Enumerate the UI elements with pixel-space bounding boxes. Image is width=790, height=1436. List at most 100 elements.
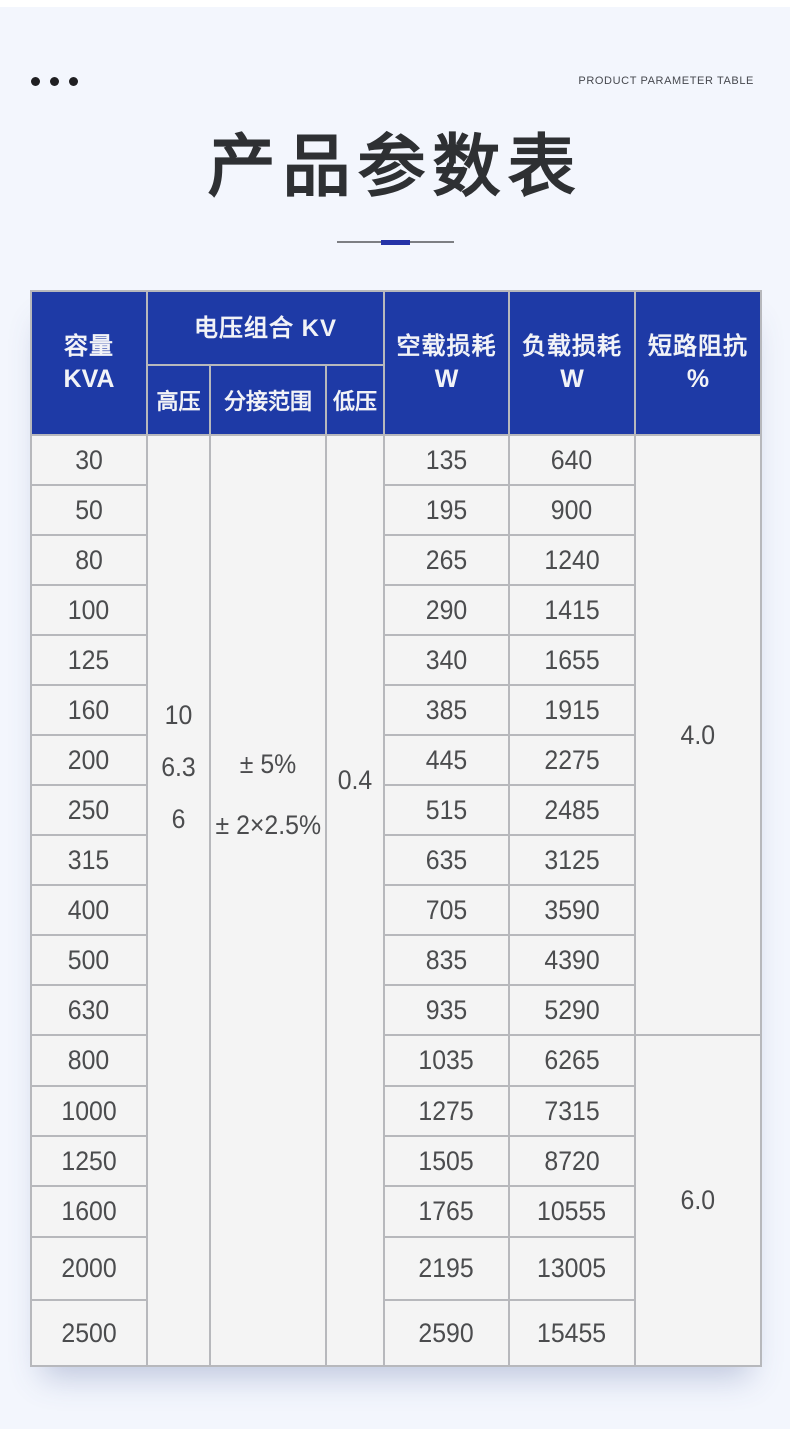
no-load-loss-cell: 2195 [385,1238,508,1299]
tap-range-merged-cell: ± 5% ± 2×2.5% [211,436,325,1365]
divider-accent [381,240,410,245]
cell-value: 635 [425,844,468,875]
cell-value: 705 [425,894,468,925]
capacity-cell: 200 [32,736,146,784]
cell-value: 2485 [544,794,600,825]
no-load-loss-cell: 1505 [385,1137,508,1185]
cell-value: 80 [75,544,103,575]
cell-value: 515 [425,794,468,825]
impedance-lower-value: 6.0 [680,1185,716,1215]
high-voltage-values: 10 6.3 6 [148,689,209,845]
no-load-loss-cell: 2590 [385,1301,508,1365]
load-loss-cell: 2485 [510,786,634,834]
cell-value: 3590 [544,894,600,925]
load-loss-cell: 640 [510,436,634,484]
capacity-cell: 50 [32,486,146,534]
page-background: PRODUCT PARAMETER TABLE 产品参数表 容量 KVA 电压组… [0,7,790,1429]
cell-value: 640 [551,444,593,475]
header-load-loss: 负载损耗 W [510,292,634,434]
cell-value: 1000 [61,1095,117,1126]
high-voltage-value: 10 [164,700,193,730]
capacity-cell: 1600 [32,1187,146,1236]
load-loss-cell: 6265 [510,1036,634,1085]
capacity-cell: 100 [32,586,146,634]
no-load-loss-cell: 445 [385,736,508,784]
cell-value: 2500 [61,1317,117,1348]
header-capacity: 容量 KVA [32,292,146,434]
capacity-cell: 30 [32,436,146,484]
capacity-cell: 80 [32,536,146,584]
cell-value: 125 [68,644,110,675]
no-load-loss-cell: 265 [385,536,508,584]
cell-value: 265 [425,544,468,575]
product-parameter-table: 容量 KVA 电压组合 KV 高压 分接范围 低压 空载损耗 W 负载损耗 W … [30,290,762,1367]
load-loss-cell: 2275 [510,736,634,784]
high-voltage-merged-cell: 10 6.3 6 [148,436,209,1365]
load-loss-cell: 5290 [510,986,634,1034]
no-load-loss-cell: 340 [385,636,508,684]
cell-value: 160 [68,694,110,725]
load-loss-cell: 7315 [510,1087,634,1135]
no-load-loss-cell: 935 [385,986,508,1034]
dot-icon [31,76,40,86]
cell-value: 900 [551,494,593,525]
high-voltage-value: 6.3 [161,752,196,782]
load-loss-cell: 10555 [510,1187,634,1236]
load-loss-cell: 13005 [510,1238,634,1299]
cell-value: 630 [68,994,110,1025]
top-bar: PRODUCT PARAMETER TABLE [31,75,754,87]
no-load-loss-cell: 705 [385,886,508,934]
cell-value: 1505 [418,1145,475,1176]
cell-value: 315 [68,844,110,875]
header-no-load-loss: 空载损耗 W [385,292,508,434]
cell-value: 5290 [544,994,600,1025]
header-load-loss-unit: W [560,365,584,393]
low-voltage-value: 0.4 [337,765,373,795]
cell-value: 100 [68,594,110,625]
cell-value: 1275 [418,1095,475,1126]
cell-value: 4390 [544,944,600,975]
tap-range-value: ± 5% [239,749,297,779]
cell-value: 400 [68,894,110,925]
cell-value: 1240 [544,544,600,575]
cell-value: 1765 [418,1196,475,1226]
no-load-loss-cell: 1035 [385,1036,508,1085]
cell-value: 1035 [418,1045,475,1075]
cell-value: 135 [425,444,468,475]
cell-value: 2195 [418,1253,475,1283]
capacity-cell: 2500 [32,1301,146,1365]
load-loss-cell: 3125 [510,836,634,884]
capacity-cell: 630 [32,986,146,1034]
load-loss-cell: 1415 [510,586,634,634]
header-capacity-unit: KVA [63,365,115,393]
cell-value: 10555 [537,1196,607,1226]
impedance-upper-cell: 4.0 [636,436,760,1034]
no-load-loss-cell: 290 [385,586,508,634]
no-load-loss-cell: 515 [385,786,508,834]
cell-value: 1415 [544,594,600,625]
cell-value: 8720 [544,1145,600,1176]
cell-value: 6265 [544,1045,600,1075]
cell-value: 15455 [537,1317,607,1348]
no-load-loss-cell: 835 [385,936,508,984]
high-voltage-value: 6 [171,804,186,834]
no-load-loss-cell: 1275 [385,1087,508,1135]
header-impedance-unit: % [686,365,710,393]
cell-value: 2000 [61,1253,117,1283]
impedance-upper-value: 4.0 [680,719,716,750]
header-impedance: 短路阻抗 % [636,292,760,434]
cell-value: 13005 [537,1253,607,1283]
load-loss-cell: 1655 [510,636,634,684]
load-loss-cell: 900 [510,486,634,534]
low-voltage-merged-cell: 0.4 [327,436,383,1365]
load-loss-cell: 1240 [510,536,634,584]
tap-range-value: ± 2×2.5% [215,810,322,840]
dot-icon [50,76,59,86]
capacity-cell: 315 [32,836,146,884]
capacity-cell: 500 [32,936,146,984]
cell-value: 835 [425,944,468,975]
cell-value: 1600 [61,1196,117,1226]
header-load-loss-label: 负载损耗 [522,333,622,360]
cell-value: 2590 [418,1317,475,1348]
cell-value: 200 [68,744,110,775]
